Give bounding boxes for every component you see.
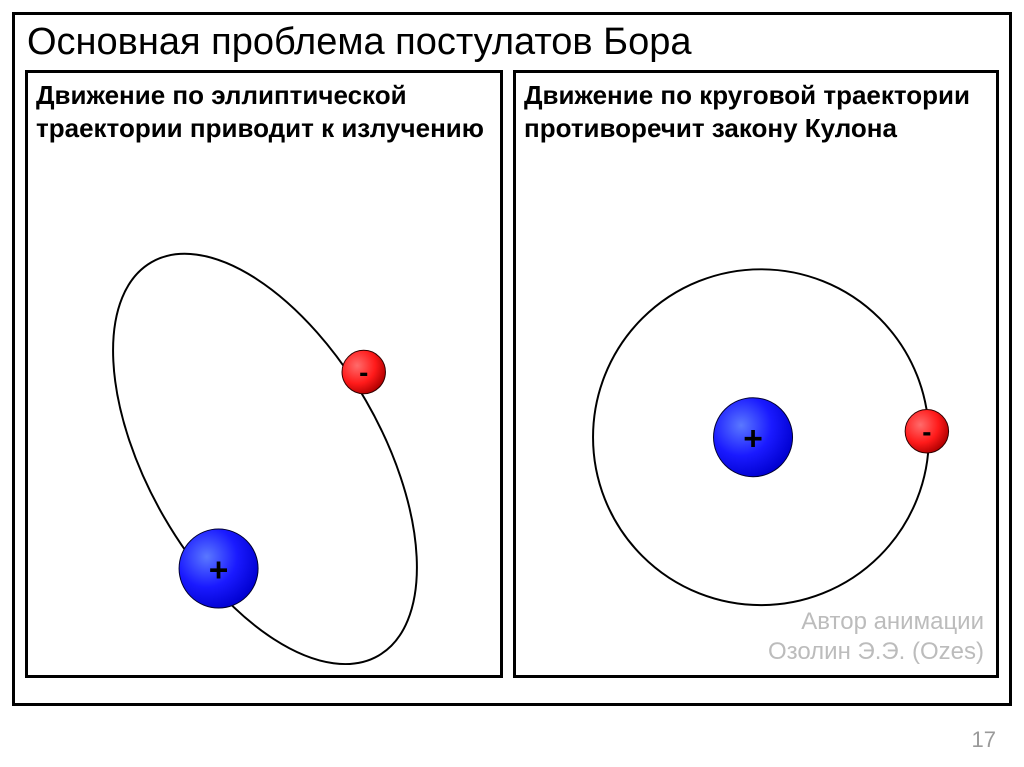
credit-line2: Озолин Э.Э. (Ozes) xyxy=(768,637,984,667)
credit-block: Автор анимации Озолин Э.Э. (Ozes) xyxy=(768,607,984,667)
credit-line1: Автор анимации xyxy=(768,607,984,637)
panel-left: Движение по эллиптической траектории при… xyxy=(25,70,503,678)
main-title: Основная проблема постулатов Бора xyxy=(15,15,1009,70)
panel-right: Движение по круговой траектории противор… xyxy=(513,70,999,678)
outer-frame: Основная проблема постулатов Бора Движен… xyxy=(12,12,1012,706)
electron-label: - xyxy=(359,357,368,388)
panel-right-caption: Движение по круговой траектории противор… xyxy=(516,73,996,144)
panel-right-diagram: + - xyxy=(516,73,996,675)
nucleus-circle-r xyxy=(714,398,793,477)
page-number: 17 xyxy=(972,727,996,753)
panel-left-caption: Движение по эллиптической траектории при… xyxy=(28,73,500,144)
panels-row: Движение по эллиптической траектории при… xyxy=(15,70,1009,678)
nucleus-label: + xyxy=(209,552,229,589)
orbit-circle xyxy=(593,269,929,605)
nucleus-label-r: + xyxy=(743,421,763,458)
orbit-ellipse xyxy=(51,204,480,675)
panel-left-diagram: + - xyxy=(28,73,500,675)
electron-circle-r xyxy=(905,410,948,453)
electron-label-r: - xyxy=(922,416,931,447)
electron-circle xyxy=(342,350,385,393)
nucleus-circle xyxy=(179,529,258,608)
